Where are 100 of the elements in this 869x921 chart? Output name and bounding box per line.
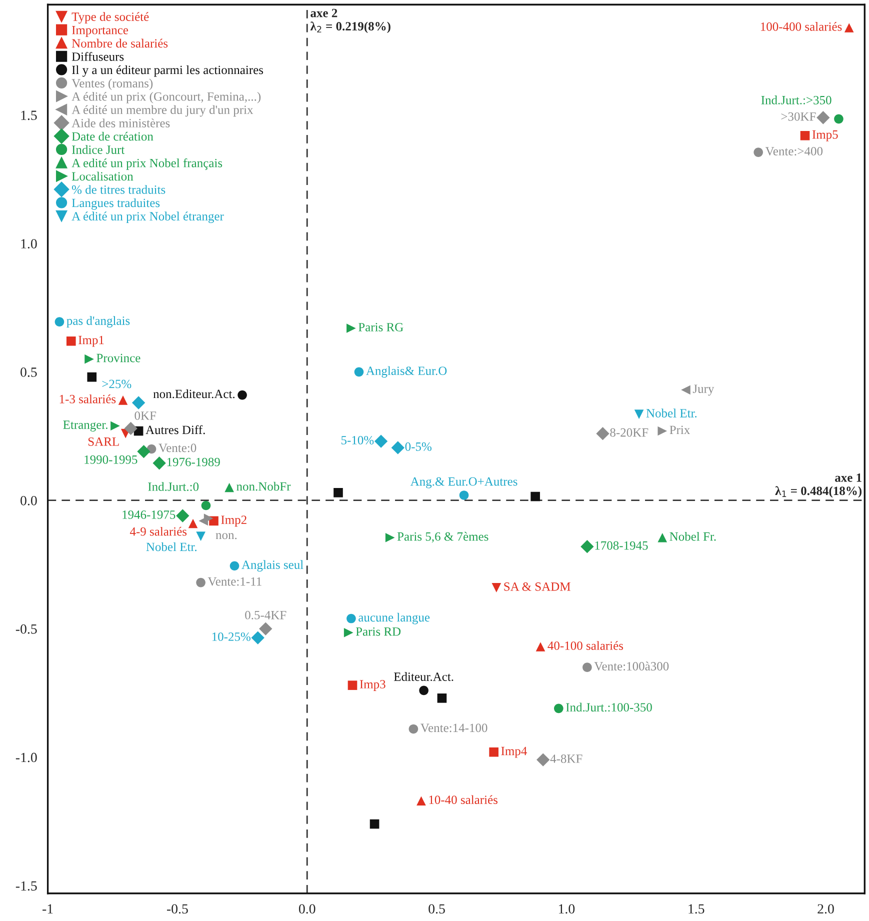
- data-label: non.NobFr: [236, 482, 291, 491]
- legend-label: Date de création: [72, 132, 154, 141]
- point: [844, 23, 854, 32]
- point: [530, 492, 540, 502]
- data-label: Ang.& Eur.O+Autres: [410, 477, 518, 488]
- data-label: 1-3 salariés: [60, 394, 116, 404]
- data-label: Paris 5,6 & 7èmes: [397, 532, 488, 543]
- data-label: non.: [216, 533, 237, 540]
- point: [800, 130, 810, 140]
- point: [110, 421, 120, 431]
- data-label: Imp1: [78, 336, 104, 347]
- legend-label: Localisation: [72, 172, 134, 181]
- data-label: Paris RD: [356, 627, 401, 636]
- point: [137, 444, 150, 458]
- point: [834, 114, 844, 124]
- x-tick-label: 1.0: [558, 904, 575, 914]
- data-label: Nobel Fr.: [670, 532, 716, 541]
- point: [334, 488, 343, 498]
- legend-label: A edité un prix Nobel français: [72, 158, 222, 170]
- data-label: Etranger.: [63, 420, 108, 432]
- y-tick-label: 1.0: [21, 239, 37, 249]
- point: [132, 396, 146, 410]
- point: [580, 540, 594, 554]
- point: [554, 704, 564, 714]
- data-label: 0.5-4KF: [245, 610, 286, 620]
- data-label: Anglais& Eur.O: [366, 366, 447, 378]
- data-label: 1976-1989: [167, 458, 220, 466]
- data-label: aucune langue: [358, 612, 430, 624]
- data-label: Autres Diff.: [146, 425, 205, 434]
- legend-label: A édité un prix (Goncourt, Femina,...): [72, 92, 261, 104]
- data-label: Vente:>400: [765, 147, 823, 156]
- point: [346, 614, 356, 624]
- point: [259, 622, 272, 636]
- data-label: Paris RG: [358, 322, 404, 332]
- legend-label: Type de société: [72, 12, 149, 24]
- y-tick-label: -0.5: [16, 624, 37, 634]
- data-label: Ind.Jurt.:100-350: [566, 702, 652, 712]
- point: [344, 628, 354, 638]
- data-label: >30KF: [781, 112, 816, 121]
- point: [416, 796, 426, 806]
- data-label: Anglais seul: [242, 560, 304, 572]
- data-label: 8-20KF: [610, 428, 648, 437]
- point: [489, 747, 498, 757]
- point: [84, 354, 94, 364]
- data-label: 40-100 salariés: [548, 641, 624, 650]
- data-label: Ind.Jurt.:>350: [761, 96, 832, 104]
- y-tick-label: 1.5: [21, 110, 37, 120]
- legend-label: Il y a un éditeur parmi les actionnaires: [72, 65, 264, 77]
- point: [681, 385, 690, 395]
- data-label: Province: [96, 354, 140, 362]
- data-label: Nobel Etr.: [146, 542, 196, 552]
- data-label: 4-9 salariés: [130, 526, 187, 536]
- y-tick-label: 0.0: [20, 496, 37, 506]
- point: [196, 532, 206, 541]
- point: [658, 532, 668, 542]
- point: [492, 583, 502, 592]
- data-label: pas d'anglais: [66, 316, 130, 328]
- point: [754, 148, 763, 157]
- x-tick-label: 0.0: [298, 904, 316, 914]
- x-tick-label: 0.5: [428, 904, 445, 914]
- point: [224, 482, 234, 492]
- legend-label: % de titres traduits: [72, 185, 166, 194]
- point: [251, 631, 264, 644]
- point: [596, 426, 610, 440]
- point: [391, 441, 404, 454]
- data-label: Vente:0: [158, 444, 196, 452]
- legend-label: Langues traduites: [72, 198, 160, 210]
- data-label: 10-25%: [212, 632, 250, 641]
- data-label: 1946-1975: [122, 510, 176, 519]
- data-label: Imp3: [360, 680, 386, 691]
- point: [374, 434, 388, 448]
- data-label: 0KF: [134, 411, 156, 420]
- point: [370, 819, 380, 829]
- legend-label: Diffuseurs: [72, 52, 124, 61]
- point: [238, 390, 247, 400]
- text: axe 1 λ$_{1}$ = 0.484(18%): [775, 473, 862, 498]
- point: [582, 662, 592, 672]
- legend-label: Ventes (romans): [72, 78, 153, 90]
- y-tick-label: -1.5: [16, 881, 37, 891]
- point: [230, 561, 240, 571]
- data-label: SA & SADM: [504, 582, 570, 591]
- data-label: Vente:14-100: [420, 724, 488, 732]
- y-tick-label: 0.5: [20, 368, 37, 377]
- legend-label: A édité un membre du jury d'un prix: [72, 105, 254, 117]
- data-label: Ind.Jurt.:0: [148, 482, 199, 491]
- point: [124, 422, 138, 436]
- point: [385, 532, 395, 542]
- point: [408, 724, 418, 734]
- data-label: non.Editeur.Act.: [153, 389, 235, 398]
- data-label: Editeur.Act.: [394, 672, 454, 682]
- x-tick-label: -0.5: [166, 904, 188, 914]
- point: [459, 490, 469, 500]
- data-label: Imp5: [812, 130, 838, 142]
- data-label: Imp2: [221, 516, 246, 527]
- point: [536, 642, 546, 652]
- legend-label: Importance: [72, 26, 128, 37]
- data-label: Imp4: [501, 746, 527, 758]
- x-tick-label: 1.5: [688, 904, 704, 914]
- data-label: 5-10%: [341, 436, 374, 444]
- data-label: 100-400 salariés: [760, 22, 842, 31]
